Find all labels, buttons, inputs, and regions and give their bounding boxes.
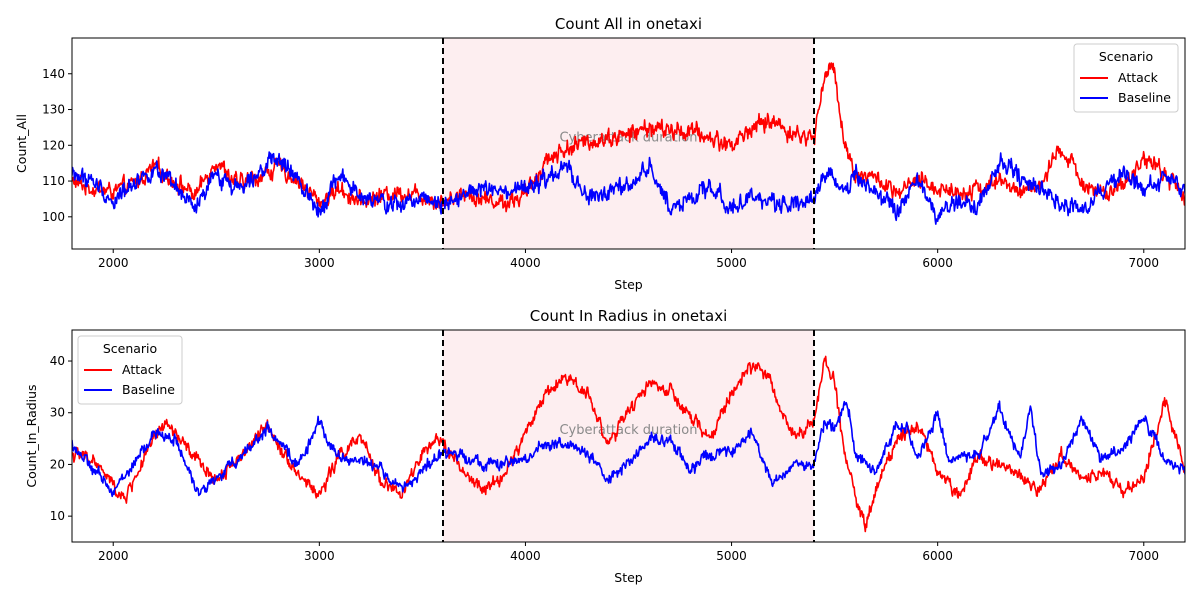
x-tick-label: 3000 xyxy=(304,549,335,563)
legend-box xyxy=(77,335,183,405)
y-tick-label: 140 xyxy=(42,67,65,81)
y-tick-label: 120 xyxy=(42,138,65,152)
x-tick-label: 4000 xyxy=(510,256,541,270)
y-tick-label: 100 xyxy=(42,210,65,224)
y-axis-label: Count_All xyxy=(14,114,29,173)
x-tick-label: 5000 xyxy=(716,256,747,270)
legend-label-baseline: Baseline xyxy=(1118,90,1171,105)
y-tick-label: 40 xyxy=(50,354,65,368)
count-in-radius-panel: Cyberattack duration 2000 3000 4000 5000 6000… xyxy=(24,307,1186,585)
legend: Scenario Attack Baseline xyxy=(77,335,183,405)
chart-title: Count In Radius in onetaxi xyxy=(530,307,728,325)
y-tick-label: 30 xyxy=(50,406,65,420)
legend-box xyxy=(1073,43,1179,113)
axes-frame xyxy=(71,329,1186,543)
legend: Scenario Attack Baseline xyxy=(1073,43,1179,113)
y-tick-label: 130 xyxy=(42,103,65,117)
x-tick-label: 7000 xyxy=(1129,549,1160,563)
y-tick-label: 10 xyxy=(50,509,65,523)
x-tick-label: 7000 xyxy=(1129,256,1160,270)
series-line-attack xyxy=(72,355,1185,533)
legend-title: Scenario xyxy=(103,341,157,356)
x-tick-label: 3000 xyxy=(304,256,335,270)
series-line-baseline xyxy=(72,151,1185,225)
attack-shaded-region xyxy=(443,38,814,249)
x-axis-label: Step xyxy=(614,570,643,585)
y-tick-label: 20 xyxy=(50,457,65,471)
y-axis-label: Count_In_Radius xyxy=(24,384,39,487)
series-line-baseline xyxy=(72,400,1185,498)
legend-label-attack: Attack xyxy=(122,362,163,377)
x-tick-label: 6000 xyxy=(922,549,953,563)
x-tick-label: 5000 xyxy=(716,549,747,563)
y-tick-label: 110 xyxy=(42,174,65,188)
legend-label-baseline: Baseline xyxy=(122,382,175,397)
axes-frame xyxy=(71,37,1186,250)
chart-title: Count All in onetaxi xyxy=(555,15,702,33)
legend-label-attack: Attack xyxy=(1118,70,1159,85)
x-tick-label: 4000 xyxy=(510,549,541,563)
x-tick-label: 2000 xyxy=(98,549,129,563)
legend-title: Scenario xyxy=(1099,49,1153,64)
x-tick-label: 2000 xyxy=(98,256,129,270)
region-label: Cyberattack duration xyxy=(559,423,697,438)
x-tick-label: 6000 xyxy=(922,256,953,270)
series-line-attack xyxy=(72,62,1185,213)
x-axis-label: Step xyxy=(614,277,643,292)
